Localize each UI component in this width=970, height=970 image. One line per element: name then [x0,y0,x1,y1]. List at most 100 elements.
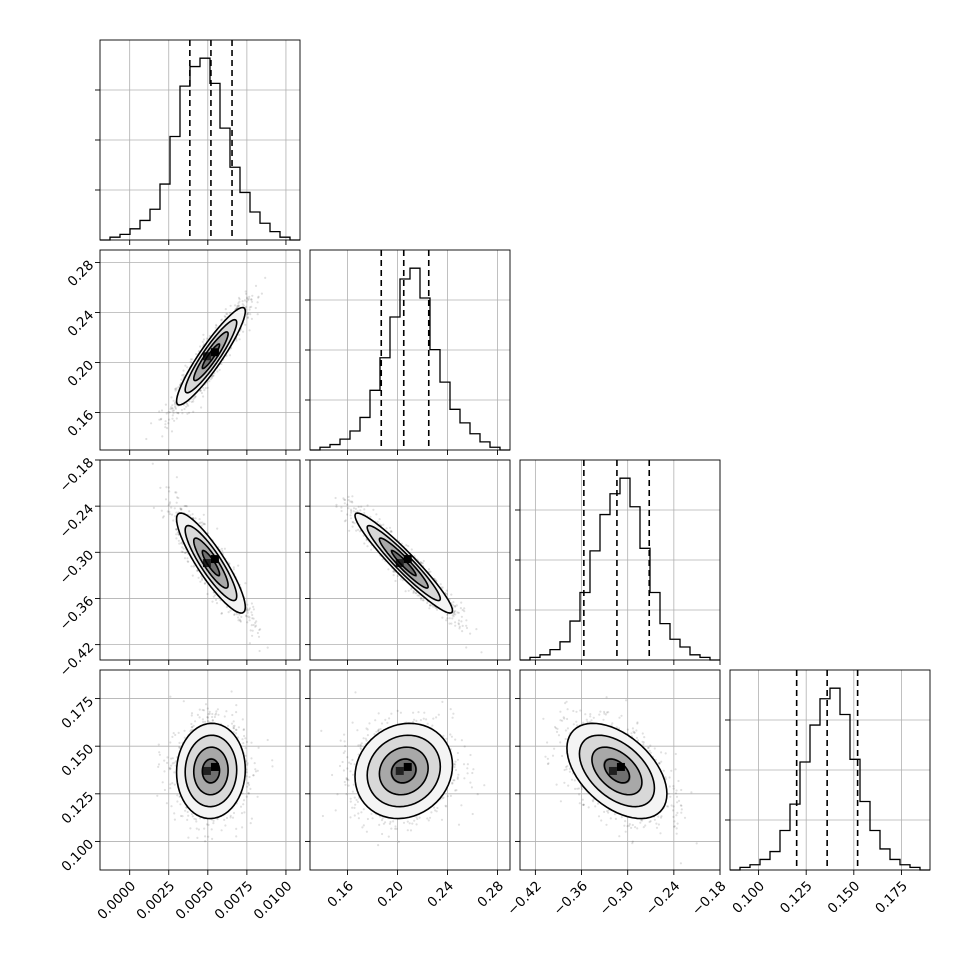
sample-point [173,507,176,510]
sample-point [196,836,199,840]
sample-point [448,617,451,620]
sample-point [244,323,247,326]
sample-point [237,619,240,622]
y-tick-label: −0.24 [57,501,98,542]
sample-point [176,496,179,499]
sample-point [188,411,191,414]
sample-point [181,546,184,549]
sample-point [175,417,178,420]
sample-point [215,602,219,605]
sample-point [343,502,346,505]
sample-point [220,318,224,321]
sample-point [256,313,259,316]
sample-point [271,759,274,762]
sample-point [220,319,223,322]
sample-point [191,513,194,516]
sample-point [350,511,353,514]
sample-point [211,600,214,603]
sample-point [195,353,198,356]
sample-point [188,510,191,513]
sample-point [347,499,350,502]
sample-point [227,611,230,614]
sample-point [238,613,241,616]
sample-point [181,374,184,377]
sample-point [250,300,254,303]
sample-point [206,592,209,596]
sample-point [175,511,178,514]
sample-point [192,410,195,413]
sample-point [172,412,175,415]
sample-point [177,386,180,389]
sample-point [170,396,173,399]
histogram-1 [310,267,510,451]
sample-point [352,507,356,510]
sample-point [392,570,395,573]
sample-point [170,513,174,516]
sample-point [372,508,375,511]
sample-point [246,316,249,319]
sample-point [344,498,347,502]
sample-point [349,500,352,503]
sample-point [228,354,232,357]
sample-point [450,622,453,625]
sample-point [237,304,240,307]
sample-point [247,298,250,302]
sample-point [175,476,178,479]
sample-point [175,388,178,391]
sample-point [232,566,235,569]
sample-point [392,574,395,577]
sample-point [232,720,235,723]
sample-point [410,548,413,551]
sample-point [252,608,255,611]
sample-point [204,582,207,585]
sample-point [235,339,238,342]
sample-point [220,612,223,615]
sample-point [186,412,189,415]
sample-point [458,627,461,630]
y-tick-label: 0.20 [65,357,98,390]
sample-point [246,611,249,614]
sample-point [171,409,174,413]
sample-point [174,401,177,404]
sample-point [238,338,241,341]
sample-point [161,435,164,438]
sample-point [441,616,444,619]
sample-point [209,378,212,381]
sample-point [248,329,251,332]
sample-point [247,312,250,315]
sample-point [214,326,217,329]
sample-point [190,812,193,816]
sample-point [232,568,235,571]
scatter-panel-3-0: 0.00000.00250.00500.00750.01000.1000.125… [59,669,301,923]
sample-point [158,418,161,421]
sample-point [387,568,390,571]
sample-point [230,690,233,693]
sample-point [158,410,161,413]
sample-point [465,626,469,630]
sample-point [174,733,177,737]
sample-point [359,509,362,512]
sample-point [152,506,155,509]
sample-point [454,613,457,616]
sample-point [452,604,455,607]
sample-point [385,527,388,530]
sample-point [203,389,206,392]
sample-point [237,302,240,305]
sample-point [160,417,163,420]
sample-point [346,503,349,506]
sample-point [168,502,171,505]
sample-point [418,594,421,597]
sample-point [175,501,178,504]
sample-point [250,317,253,320]
sample-point [254,625,257,628]
sample-point [251,294,254,297]
sample-point [184,364,187,367]
sample-point [180,508,183,511]
sample-point [246,317,249,320]
sample-point [465,619,468,622]
sample-point [175,387,178,390]
sample-point [175,411,178,414]
sample-point [245,300,248,303]
sample-point [204,703,208,706]
